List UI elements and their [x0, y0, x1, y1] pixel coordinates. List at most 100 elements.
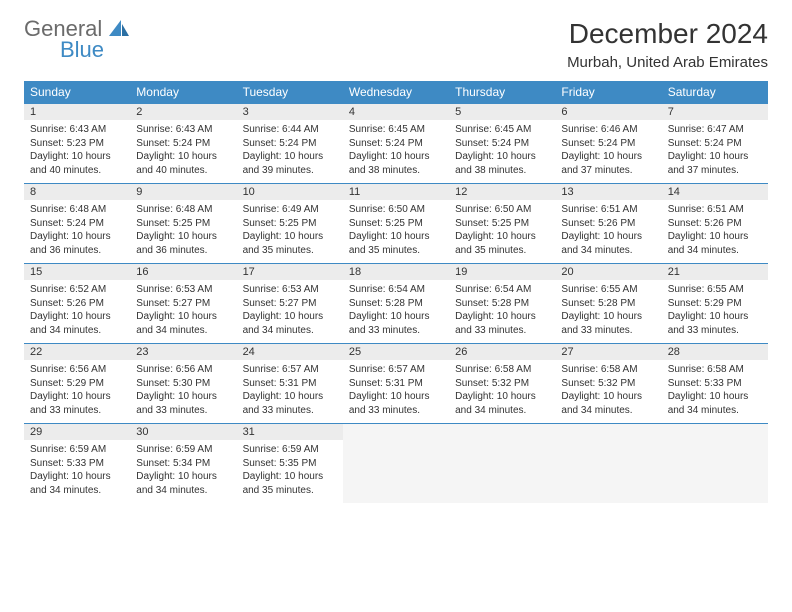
page-title: December 2024 — [567, 18, 768, 50]
sunset-line: Sunset: 5:25 PM — [349, 217, 443, 231]
day-number-cell: 17 — [237, 264, 343, 281]
sunrise-line: Sunrise: 6:55 AM — [561, 283, 655, 297]
sunrise-line: Sunrise: 6:45 AM — [455, 123, 549, 137]
day-number-cell: 24 — [237, 344, 343, 361]
sunset-line: Sunset: 5:35 PM — [243, 457, 337, 471]
day-header: Tuesday — [237, 81, 343, 104]
daylight-line: Daylight: 10 hours and 34 minutes. — [561, 390, 655, 417]
daylight-line: Daylight: 10 hours and 33 minutes. — [668, 310, 762, 337]
day-number-cell: 6 — [555, 104, 661, 121]
sunset-line: Sunset: 5:32 PM — [561, 377, 655, 391]
sunset-line: Sunset: 5:27 PM — [243, 297, 337, 311]
header: General Blue December 2024 Murbah, Unite… — [24, 18, 768, 71]
day-content-cell: Sunrise: 6:58 AMSunset: 5:33 PMDaylight:… — [662, 360, 768, 424]
sunrise-line: Sunrise: 6:57 AM — [349, 363, 443, 377]
sunrise-line: Sunrise: 6:51 AM — [668, 203, 762, 217]
daylight-line: Daylight: 10 hours and 40 minutes. — [30, 150, 124, 177]
day-content-cell: Sunrise: 6:45 AMSunset: 5:24 PMDaylight:… — [343, 120, 449, 184]
day-number-cell — [662, 424, 768, 441]
sunrise-line: Sunrise: 6:54 AM — [455, 283, 549, 297]
sunset-line: Sunset: 5:30 PM — [136, 377, 230, 391]
sunset-line: Sunset: 5:33 PM — [30, 457, 124, 471]
day-number-cell: 15 — [24, 264, 130, 281]
day-content-cell: Sunrise: 6:44 AMSunset: 5:24 PMDaylight:… — [237, 120, 343, 184]
daylight-line: Daylight: 10 hours and 36 minutes. — [30, 230, 124, 257]
sunset-line: Sunset: 5:25 PM — [455, 217, 549, 231]
day-number-cell: 5 — [449, 104, 555, 121]
sunset-line: Sunset: 5:28 PM — [455, 297, 549, 311]
week-daynum-row: 891011121314 — [24, 184, 768, 201]
daylight-line: Daylight: 10 hours and 33 minutes. — [561, 310, 655, 337]
daylight-line: Daylight: 10 hours and 39 minutes. — [243, 150, 337, 177]
day-content-cell: Sunrise: 6:43 AMSunset: 5:24 PMDaylight:… — [130, 120, 236, 184]
day-number-cell: 9 — [130, 184, 236, 201]
day-content-cell: Sunrise: 6:54 AMSunset: 5:28 PMDaylight:… — [343, 280, 449, 344]
sunset-line: Sunset: 5:29 PM — [30, 377, 124, 391]
sunset-line: Sunset: 5:28 PM — [349, 297, 443, 311]
sunrise-line: Sunrise: 6:56 AM — [30, 363, 124, 377]
day-content-cell: Sunrise: 6:53 AMSunset: 5:27 PMDaylight:… — [130, 280, 236, 344]
sunset-line: Sunset: 5:23 PM — [30, 137, 124, 151]
daylight-line: Daylight: 10 hours and 33 minutes. — [30, 390, 124, 417]
day-content-cell: Sunrise: 6:56 AMSunset: 5:30 PMDaylight:… — [130, 360, 236, 424]
day-number-cell: 16 — [130, 264, 236, 281]
calendar-thead: SundayMondayTuesdayWednesdayThursdayFrid… — [24, 81, 768, 104]
day-content-cell: Sunrise: 6:55 AMSunset: 5:29 PMDaylight:… — [662, 280, 768, 344]
sunrise-line: Sunrise: 6:59 AM — [243, 443, 337, 457]
daylight-line: Daylight: 10 hours and 37 minutes. — [561, 150, 655, 177]
sunset-line: Sunset: 5:34 PM — [136, 457, 230, 471]
day-header: Saturday — [662, 81, 768, 104]
daylight-line: Daylight: 10 hours and 35 minutes. — [349, 230, 443, 257]
day-content-cell — [662, 440, 768, 503]
sunrise-line: Sunrise: 6:48 AM — [30, 203, 124, 217]
sunset-line: Sunset: 5:26 PM — [668, 217, 762, 231]
day-number-cell: 29 — [24, 424, 130, 441]
sunrise-line: Sunrise: 6:54 AM — [349, 283, 443, 297]
day-content-cell: Sunrise: 6:59 AMSunset: 5:34 PMDaylight:… — [130, 440, 236, 503]
daylight-line: Daylight: 10 hours and 38 minutes. — [455, 150, 549, 177]
day-number-cell: 14 — [662, 184, 768, 201]
daylight-line: Daylight: 10 hours and 33 minutes. — [136, 390, 230, 417]
sunset-line: Sunset: 5:24 PM — [561, 137, 655, 151]
day-number-cell: 25 — [343, 344, 449, 361]
daylight-line: Daylight: 10 hours and 33 minutes. — [349, 390, 443, 417]
day-content-cell — [449, 440, 555, 503]
daylight-line: Daylight: 10 hours and 33 minutes. — [455, 310, 549, 337]
day-content-cell: Sunrise: 6:49 AMSunset: 5:25 PMDaylight:… — [237, 200, 343, 264]
week-content-row: Sunrise: 6:52 AMSunset: 5:26 PM Daylight:… — [24, 280, 768, 344]
day-content-cell: Sunrise: 6:50 AMSunset: 5:25 PMDaylight:… — [343, 200, 449, 264]
sunrise-line: Sunrise: 6:52 AM — [30, 283, 124, 297]
sunset-line: Sunset: 5:25 PM — [243, 217, 337, 231]
sunset-line: Sunset: 5:26 PM — [30, 297, 124, 311]
sunrise-line: Sunrise: 6:49 AM — [243, 203, 337, 217]
logo-text-wrap: General Blue — [24, 18, 131, 61]
sunrise-line: Sunrise: 6:57 AM — [243, 363, 337, 377]
day-number-cell: 11 — [343, 184, 449, 201]
logo-line2: Blue — [60, 39, 131, 61]
day-number-cell: 3 — [237, 104, 343, 121]
sunrise-line: Sunrise: 6:47 AM — [668, 123, 762, 137]
sunset-line: Sunset: 5:24 PM — [349, 137, 443, 151]
day-number-cell: 31 — [237, 424, 343, 441]
day-number-cell: 13 — [555, 184, 661, 201]
sunset-line: Sunset: 5:31 PM — [243, 377, 337, 391]
day-content-cell: Sunrise: 6:48 AMSunset: 5:25 PMDaylight:… — [130, 200, 236, 264]
day-header: Thursday — [449, 81, 555, 104]
day-number-cell: 26 — [449, 344, 555, 361]
sunrise-line: Sunrise: 6:50 AM — [455, 203, 549, 217]
day-number-cell: 10 — [237, 184, 343, 201]
sunrise-line: Sunrise: 6:50 AM — [349, 203, 443, 217]
sunrise-line: Sunrise: 6:59 AM — [30, 443, 124, 457]
sunrise-line: Sunrise: 6:48 AM — [136, 203, 230, 217]
day-content-cell: Sunrise: 6:48 AMSunset: 5:24 PMDaylight:… — [24, 200, 130, 264]
day-number-cell: 12 — [449, 184, 555, 201]
day-content-cell: Sunrise: 6:47 AMSunset: 5:24 PMDaylight:… — [662, 120, 768, 184]
sunrise-line: Sunrise: 6:58 AM — [455, 363, 549, 377]
day-content-cell: Sunrise: 6:56 AMSunset: 5:29 PMDaylight:… — [24, 360, 130, 424]
sunrise-line: Sunrise: 6:43 AM — [136, 123, 230, 137]
daylight-line: Daylight: 10 hours and 33 minutes. — [243, 390, 337, 417]
daylight-line: Daylight: 10 hours and 34 minutes. — [136, 310, 230, 337]
day-number-cell: 28 — [662, 344, 768, 361]
day-content-cell: Sunrise: 6:58 AMSunset: 5:32 PMDaylight:… — [449, 360, 555, 424]
sunset-line: Sunset: 5:33 PM — [668, 377, 762, 391]
